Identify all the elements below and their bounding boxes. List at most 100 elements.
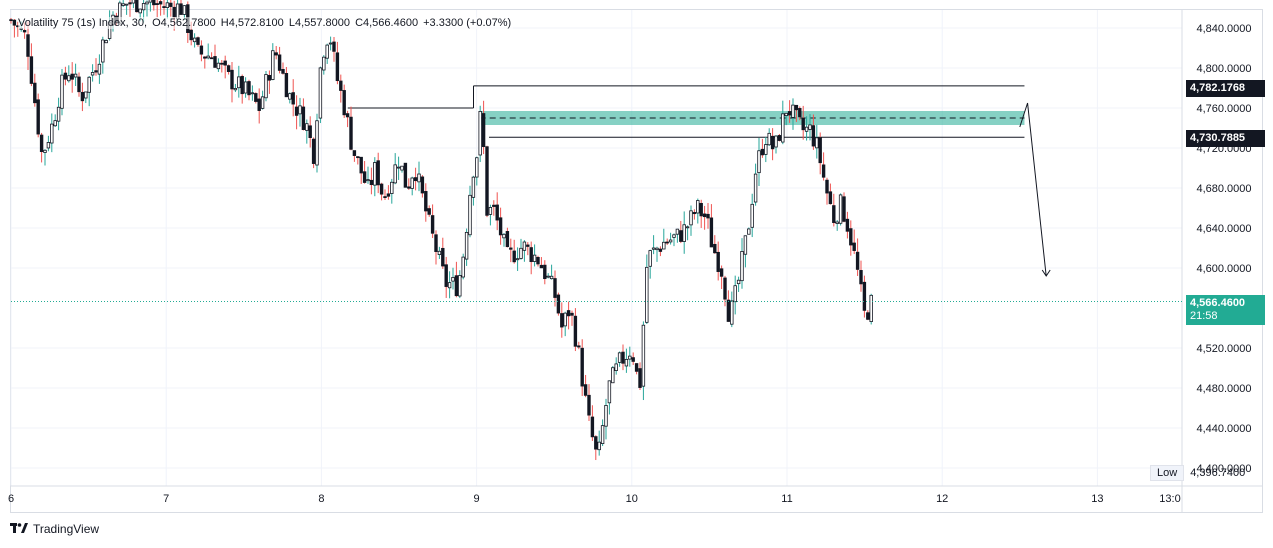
candle <box>781 113 785 143</box>
candle <box>135 0 139 13</box>
price-axis-label: 4,440.0000 <box>1196 423 1251 435</box>
tradingview-logo-icon <box>10 521 28 536</box>
candle <box>451 277 455 282</box>
candle <box>536 256 540 265</box>
candle <box>498 217 503 236</box>
candle <box>53 120 57 127</box>
candle <box>709 217 714 248</box>
candle <box>464 231 469 260</box>
candle <box>495 204 499 221</box>
candle <box>855 251 860 270</box>
candle <box>838 194 843 224</box>
chart-panel[interactable] <box>10 9 1263 513</box>
candle <box>488 207 493 215</box>
candle <box>645 266 649 323</box>
tradingview-logo[interactable]: TradingView <box>10 521 99 536</box>
candle <box>702 213 707 218</box>
time-axis-label: 13:0 <box>1159 493 1180 505</box>
candle <box>87 76 91 93</box>
candle <box>213 56 217 68</box>
candle <box>192 37 197 43</box>
price-axis-label: 4,520.0000 <box>1196 343 1251 355</box>
candle <box>233 88 238 91</box>
time-axis-label: 12 <box>936 493 948 505</box>
candle <box>189 29 193 41</box>
candle <box>532 254 537 262</box>
candle <box>162 6 166 8</box>
candle <box>352 150 357 156</box>
last-price-value: 4,566.4600 <box>1190 297 1246 309</box>
candle <box>124 3 129 6</box>
candle <box>141 3 146 11</box>
candle <box>97 63 102 75</box>
candle <box>764 144 768 155</box>
candle <box>396 166 401 169</box>
candle <box>271 50 275 80</box>
candle <box>288 93 292 100</box>
candle <box>583 384 588 396</box>
candle <box>617 352 622 363</box>
forecast-arrowhead <box>1041 269 1051 277</box>
candle <box>267 74 272 81</box>
candle <box>859 270 863 285</box>
level-high-price-tag: 4,782.1768 <box>1186 80 1265 97</box>
candle <box>291 92 295 105</box>
candle <box>369 179 374 186</box>
candle <box>305 123 309 131</box>
candle <box>713 243 717 254</box>
candle <box>563 312 567 327</box>
candle <box>322 56 326 71</box>
candle <box>264 74 268 99</box>
candle <box>373 162 377 186</box>
forecast-arrow <box>1019 102 1047 277</box>
candle <box>481 113 486 148</box>
candle <box>716 251 720 272</box>
candle <box>798 108 802 118</box>
candle <box>63 72 68 80</box>
candle <box>733 285 737 303</box>
time-axis-label: 9 <box>474 493 480 505</box>
level-high-value: 4,782.1768 <box>1190 82 1246 94</box>
candle <box>328 42 333 45</box>
candle <box>767 132 771 146</box>
candle <box>492 204 496 207</box>
candle <box>335 52 340 82</box>
legend-symbol[interactable]: Volatility 75 (1s) Index, 30, <box>18 17 148 29</box>
candle <box>750 203 754 228</box>
candle <box>774 135 778 148</box>
candle <box>376 160 380 186</box>
candle <box>56 106 61 122</box>
time-axis-label: 10 <box>626 493 638 505</box>
candle <box>444 264 448 287</box>
candle <box>9 19 13 22</box>
candle <box>158 1 163 5</box>
candle <box>131 0 136 4</box>
candle <box>784 112 788 117</box>
candle <box>60 74 64 109</box>
level-mid-value: 4,730.7885 <box>1190 132 1246 144</box>
candle <box>454 275 459 297</box>
candle <box>468 194 472 236</box>
candle <box>757 150 761 174</box>
candle <box>138 8 142 14</box>
candle <box>699 202 703 217</box>
candle <box>407 186 411 189</box>
candle <box>730 300 734 325</box>
candle <box>689 210 693 226</box>
candle <box>325 44 329 59</box>
candle <box>723 277 727 300</box>
candle <box>614 363 618 371</box>
candle <box>478 110 482 156</box>
candle <box>845 218 850 232</box>
candle <box>862 281 867 311</box>
candle <box>216 62 221 70</box>
candle <box>471 176 476 198</box>
candle <box>828 191 833 205</box>
candle <box>46 142 51 149</box>
price-axis-label: 4,640.0000 <box>1196 223 1251 235</box>
candle <box>77 76 81 93</box>
candle <box>594 436 598 450</box>
low-label: Low <box>1150 465 1185 481</box>
candle <box>808 124 812 130</box>
